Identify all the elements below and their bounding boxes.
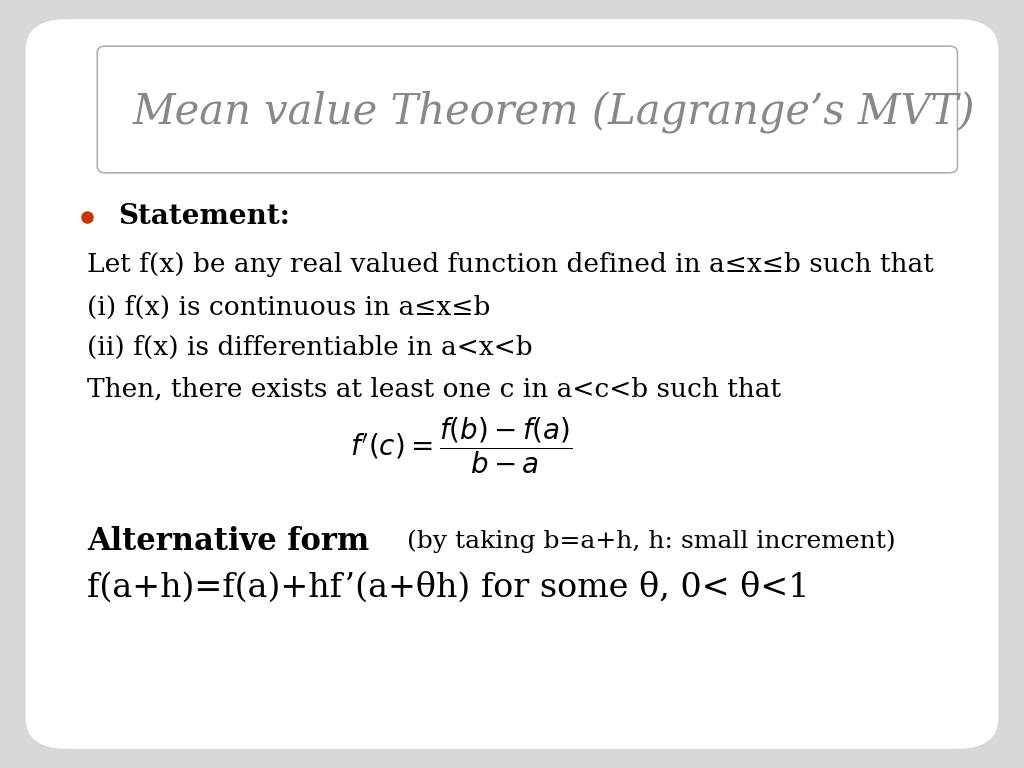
Text: Then, there exists at least one c in a<c<b such that: Then, there exists at least one c in a<c… (87, 376, 781, 401)
Text: Alternative form: Alternative form (87, 526, 370, 557)
Text: $f'(c) = \dfrac{f(b) - f(a)}{b - a}$: $f'(c) = \dfrac{f(b) - f(a)}{b - a}$ (349, 415, 572, 476)
Text: f(a+h)=f(a)+hf’(a+θh) for some θ, 0< θ<1: f(a+h)=f(a)+hf’(a+θh) for some θ, 0< θ<1 (87, 571, 810, 604)
FancyBboxPatch shape (97, 46, 957, 173)
Text: Let f(x) be any real valued function defined in a≤x≤b such that: Let f(x) be any real valued function def… (87, 253, 934, 277)
Text: (by taking b=a+h, h: small increment): (by taking b=a+h, h: small increment) (399, 530, 896, 553)
Text: Mean value Theorem (Lagrange’s MVT): Mean value Theorem (Lagrange’s MVT) (133, 90, 976, 133)
Text: Statement:: Statement: (118, 203, 290, 230)
Text: (i) f(x) is continuous in a≤x≤b: (i) f(x) is continuous in a≤x≤b (87, 295, 490, 319)
Text: (ii) f(x) is differentiable in a<x<b: (ii) f(x) is differentiable in a<x<b (87, 336, 532, 360)
FancyBboxPatch shape (26, 19, 998, 749)
